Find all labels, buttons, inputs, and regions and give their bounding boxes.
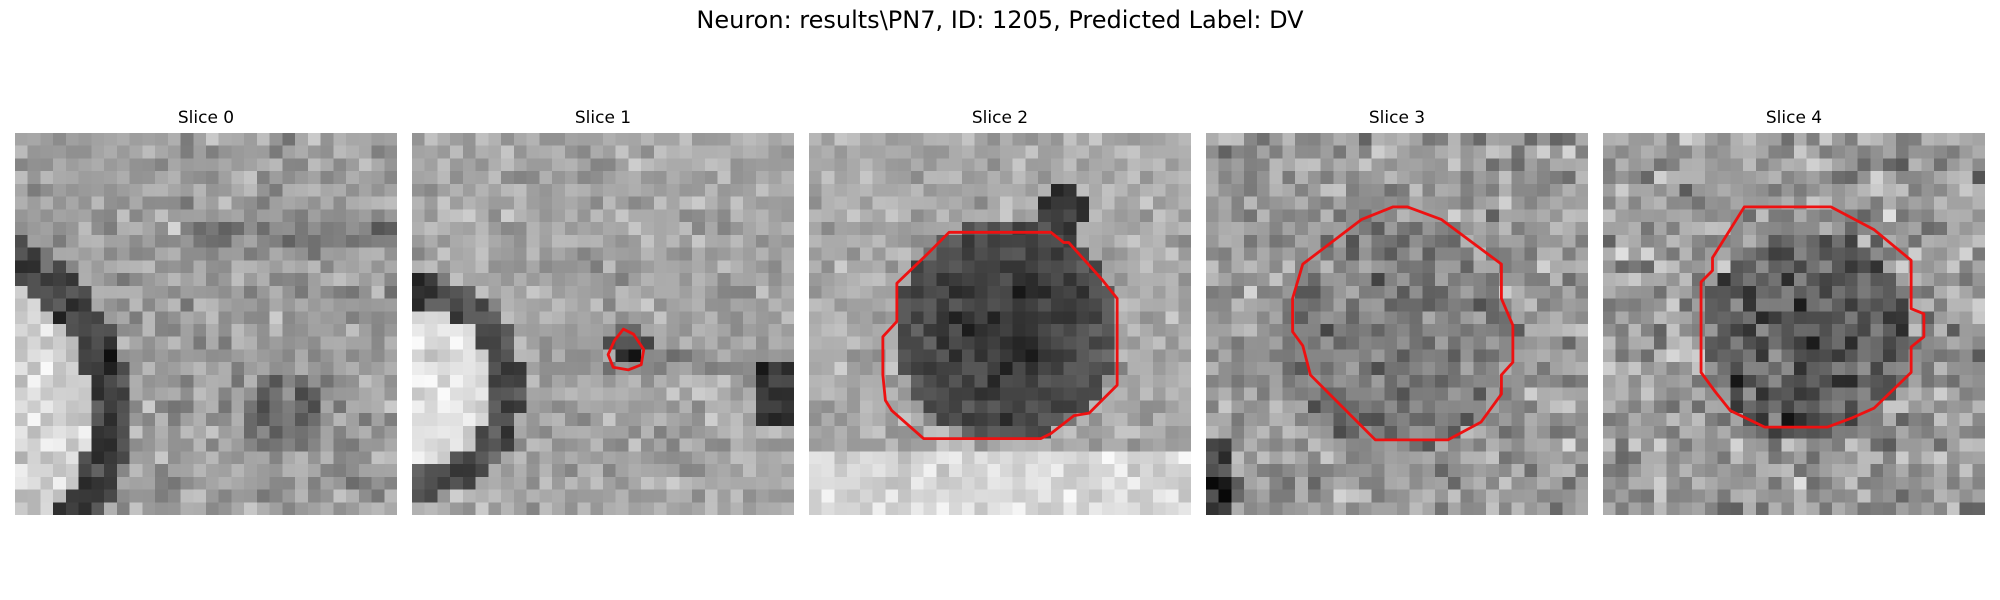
slice-image (412, 133, 794, 515)
segmentation-contour (1699, 205, 1926, 429)
slice-image (15, 133, 397, 515)
slice-title: Slice 4 (1765, 108, 1823, 128)
slice-title: Slice 3 (1368, 108, 1426, 128)
slice-title: Slice 1 (574, 108, 632, 128)
slice-title: Slice 2 (971, 108, 1029, 128)
figure-title: Neuron: results\PN7, ID: 1205, Predicted… (696, 6, 1304, 34)
segmentation-contour (606, 327, 646, 372)
slice-title: Slice 0 (177, 108, 235, 128)
slice-image (1603, 133, 1985, 515)
slice-image (1206, 133, 1588, 515)
slice-image (809, 133, 1191, 515)
segmentation-contour (1291, 205, 1515, 442)
segmentation-contour (881, 230, 1119, 441)
